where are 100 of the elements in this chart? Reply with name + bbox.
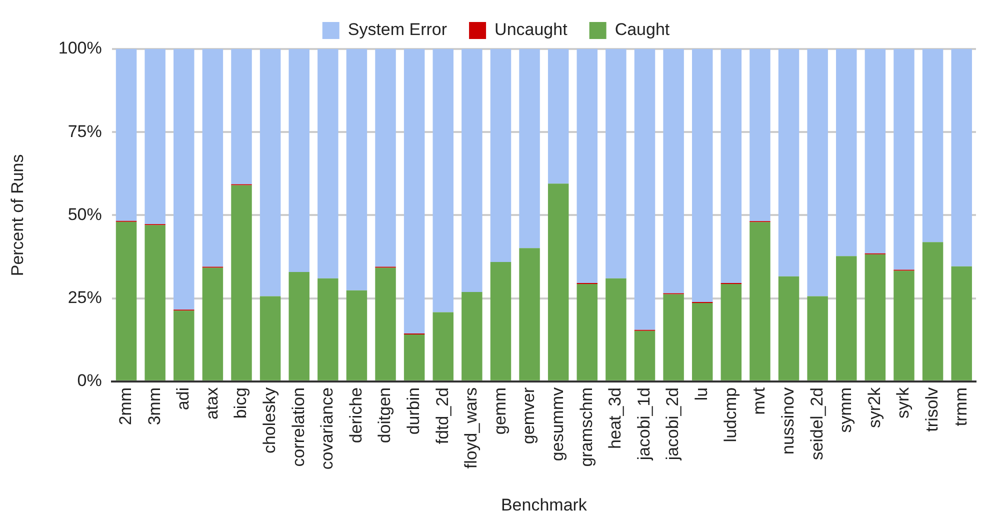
- x-tick-label: mvt: [750, 387, 769, 415]
- x-tick-label: lu: [692, 387, 712, 401]
- bar: [432, 312, 454, 380]
- x-tick-label: atax: [202, 386, 222, 420]
- x-tick-label: syrk: [894, 386, 913, 419]
- bar: [807, 49, 828, 296]
- x-tick-label: correlation: [288, 387, 308, 467]
- x-axis-title: Benchmark: [500, 495, 588, 514]
- x-tick-label: gemm: [490, 387, 510, 435]
- bar: [519, 49, 540, 248]
- bar: [836, 256, 857, 380]
- bar: [750, 49, 770, 222]
- bar: [116, 49, 137, 221]
- x-tick-label: syr2k: [864, 386, 884, 428]
- bar: [375, 268, 396, 380]
- bar: [634, 49, 656, 330]
- bar: [778, 276, 800, 380]
- bar: [174, 310, 194, 380]
- x-tick-label: gemver: [519, 387, 538, 444]
- bar: [174, 49, 194, 310]
- bar: [864, 254, 886, 380]
- bar: [951, 49, 972, 266]
- x-tick-label: gesummv: [548, 386, 568, 462]
- bar: [202, 268, 224, 380]
- x-tick-label: nussinov: [778, 386, 798, 454]
- x-tick-label: gramschm: [576, 387, 596, 467]
- bar: [720, 49, 742, 283]
- legend-label: System Error: [348, 20, 448, 40]
- bar: [778, 49, 800, 276]
- bar: [750, 222, 770, 380]
- x-tick-label: symm: [836, 387, 856, 433]
- bar: [404, 334, 425, 380]
- x-tick-label: durbin: [404, 387, 424, 435]
- bar: [807, 296, 828, 380]
- bar: [548, 49, 569, 184]
- bar: [836, 49, 857, 256]
- bar: [864, 49, 886, 254]
- bar: [144, 225, 166, 380]
- bar: [288, 272, 310, 380]
- bar: [116, 222, 137, 380]
- bar: [144, 49, 166, 224]
- x-tick-label: heat_3d: [606, 387, 625, 449]
- x-tick-label: seidel_2d: [807, 387, 826, 460]
- bar: [490, 262, 512, 380]
- bar: [260, 296, 281, 380]
- bar: [548, 184, 569, 380]
- bar: [318, 278, 338, 380]
- bar: [404, 49, 425, 334]
- x-tick-label: 3mm: [144, 387, 164, 426]
- bar: [318, 49, 338, 278]
- bar: [922, 242, 944, 380]
- bar: [663, 49, 684, 294]
- y-axis-title: Percent of Runs: [8, 154, 27, 276]
- bar: [462, 292, 482, 380]
- x-tick-label: covariance: [318, 387, 337, 470]
- x-tick-label: trmm: [951, 387, 970, 426]
- bar: [519, 248, 540, 380]
- bar: [922, 49, 944, 242]
- bar: [375, 49, 396, 267]
- y-tick-label: 0%: [77, 371, 102, 390]
- x-tick-label: trisolv: [922, 386, 942, 432]
- x-tick-label: cholesky: [260, 386, 279, 454]
- bar: [288, 49, 310, 272]
- y-tick-label: 25%: [68, 288, 102, 307]
- legend-label: Uncaught: [494, 20, 568, 40]
- x-tick-label: 2mm: [116, 387, 135, 426]
- bar: [202, 49, 224, 267]
- y-tick-label: 100%: [58, 38, 102, 58]
- x-tick-label: bicg: [231, 387, 250, 419]
- bar: [260, 49, 281, 296]
- bar: [606, 278, 626, 380]
- bar: [576, 284, 598, 380]
- x-tick-label: floyd_wars: [462, 387, 481, 469]
- legend-label: Caught: [614, 20, 670, 40]
- bar: [231, 185, 252, 380]
- bar: [692, 49, 713, 302]
- bar: [720, 284, 742, 380]
- x-tick-label: fdtd_2d: [432, 387, 452, 444]
- bar: [894, 270, 914, 380]
- y-tick-label: 50%: [68, 204, 102, 224]
- bar: [346, 49, 368, 290]
- x-tick-label: deriche: [346, 387, 366, 444]
- x-tick-label: adi: [174, 387, 193, 410]
- y-tick-label: 75%: [68, 122, 102, 141]
- x-tick-label: doitgen: [375, 387, 394, 444]
- bar: [576, 49, 598, 283]
- bar: [231, 49, 252, 184]
- bar: [663, 294, 684, 380]
- bar: [490, 49, 512, 262]
- bar: [894, 49, 914, 270]
- bar: [606, 49, 626, 278]
- bar: [432, 49, 454, 312]
- x-tick-label: jacobi_1d: [634, 387, 654, 462]
- x-tick-label: ludcmp: [720, 387, 740, 442]
- bar: [951, 266, 972, 380]
- bar: [634, 330, 656, 380]
- x-tick-label: jacobi_2d: [663, 387, 682, 462]
- bar: [346, 290, 368, 380]
- bar: [462, 49, 482, 292]
- bar: [692, 302, 713, 380]
